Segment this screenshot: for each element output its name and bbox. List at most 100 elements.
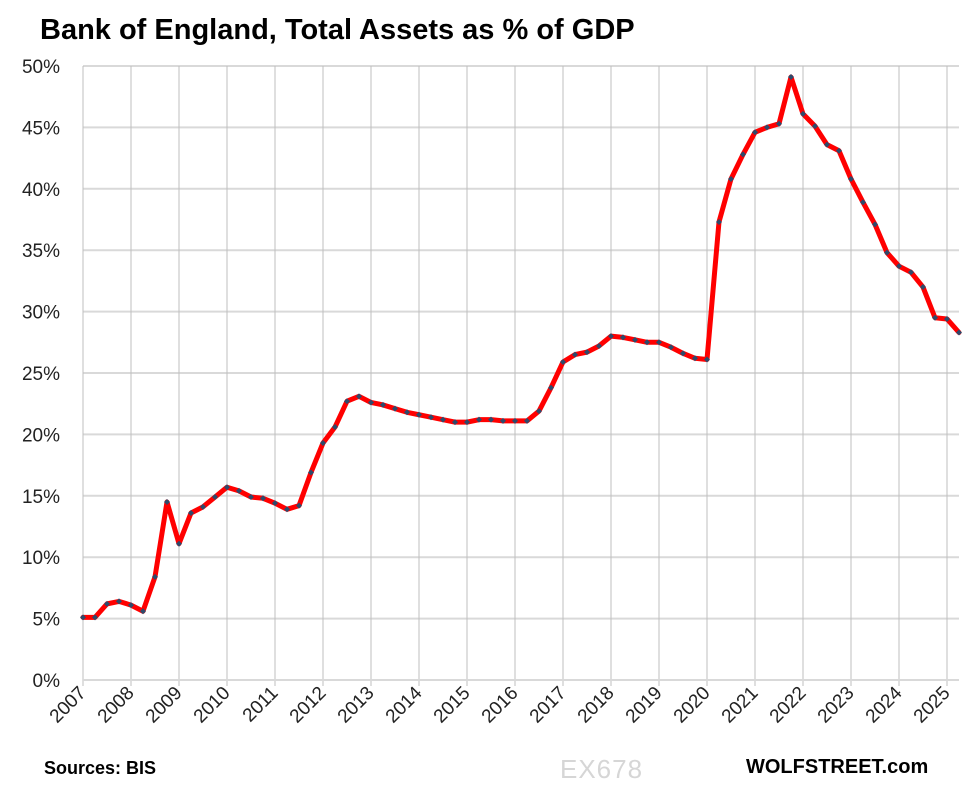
data-point	[380, 401, 386, 408]
x-tick-label: 2011	[239, 683, 283, 727]
data-point	[596, 342, 602, 349]
data-point	[764, 124, 770, 131]
x-tick-label: 2013	[334, 683, 379, 728]
data-point	[704, 356, 710, 363]
data-point	[404, 409, 410, 416]
x-tick-label: 2016	[478, 683, 523, 728]
x-tick-label: 2015	[430, 683, 475, 728]
data-point	[536, 408, 542, 415]
data-point	[680, 350, 686, 357]
x-tick-label: 2023	[814, 683, 859, 728]
data-point	[296, 502, 302, 509]
data-point	[416, 411, 422, 418]
x-tick-label: 2021	[718, 683, 763, 728]
data-point	[584, 349, 590, 356]
data-point	[356, 393, 362, 400]
data-point	[920, 284, 926, 291]
data-point	[656, 339, 662, 346]
data-point	[860, 199, 866, 206]
data-point	[812, 123, 818, 130]
data-point	[932, 314, 938, 321]
x-tick-label: 2017	[526, 683, 571, 728]
y-tick-label: 15%	[22, 487, 60, 508]
data-point	[92, 614, 98, 621]
data-point	[752, 129, 758, 136]
data-point	[368, 399, 374, 406]
data-point	[104, 600, 110, 607]
data-point	[788, 74, 794, 81]
data-point	[140, 608, 146, 615]
data-point	[908, 269, 914, 276]
x-tick-label: 2010	[190, 683, 235, 728]
x-tick-label: 2022	[766, 683, 811, 728]
data-point	[800, 110, 806, 117]
data-point	[116, 598, 122, 605]
data-point	[188, 509, 194, 516]
data-point	[524, 417, 530, 424]
y-tick-label: 45%	[22, 118, 60, 139]
data-point	[608, 333, 614, 340]
data-point	[260, 495, 266, 502]
data-point	[308, 469, 314, 476]
x-tick-label: 2020	[670, 683, 715, 728]
data-point	[728, 175, 734, 182]
y-tick-label: 50%	[22, 57, 60, 78]
data-point	[848, 175, 854, 182]
data-point	[284, 506, 290, 513]
data-point	[572, 351, 578, 358]
data-point	[236, 487, 242, 494]
data-point	[248, 494, 254, 501]
data-point	[884, 249, 890, 256]
data-point	[644, 339, 650, 346]
data-point	[500, 417, 506, 424]
data-point	[740, 151, 746, 158]
data-point	[452, 419, 458, 426]
x-tick-label: 2008	[94, 683, 139, 728]
data-point	[428, 414, 434, 421]
data-point	[128, 602, 134, 609]
data-point	[224, 484, 230, 491]
data-point	[548, 384, 554, 391]
y-tick-label: 30%	[22, 303, 60, 324]
data-point	[632, 336, 638, 343]
data-point	[668, 344, 674, 351]
data-point	[152, 573, 158, 580]
data-point	[896, 263, 902, 270]
x-tick-label: 2012	[286, 683, 331, 728]
y-tick-label: 35%	[22, 241, 60, 262]
data-point	[956, 329, 962, 336]
data-point	[872, 221, 878, 228]
data-point	[464, 419, 470, 426]
data-point	[80, 614, 86, 621]
data-point	[488, 416, 494, 423]
y-tick-label: 0%	[33, 671, 61, 692]
data-point	[716, 218, 722, 225]
data-point	[212, 494, 218, 501]
data-point	[692, 355, 698, 362]
x-tick-label: 2025	[910, 683, 955, 728]
data-point	[164, 498, 170, 505]
data-point	[776, 120, 782, 127]
y-tick-label: 25%	[22, 364, 60, 385]
data-point	[944, 315, 950, 322]
brand-label: WOLFSTREET.com	[746, 756, 929, 778]
data-point	[344, 398, 350, 405]
data-point	[560, 358, 566, 365]
x-tick-label: 2019	[622, 683, 667, 728]
data-point	[824, 141, 830, 148]
data-point	[176, 540, 182, 547]
watermark: EX678	[560, 754, 644, 784]
data-point	[440, 416, 446, 423]
y-tick-label: 40%	[22, 180, 60, 201]
data-point	[836, 147, 842, 154]
data-point	[512, 417, 518, 424]
x-tick-label: 2018	[574, 683, 619, 728]
data-point	[332, 424, 338, 431]
y-tick-label: 10%	[22, 548, 60, 569]
data-point	[392, 405, 398, 412]
x-tick-label: 2024	[862, 682, 907, 727]
y-tick-label: 5%	[33, 610, 61, 631]
data-point	[620, 334, 626, 341]
data-point	[272, 500, 278, 507]
